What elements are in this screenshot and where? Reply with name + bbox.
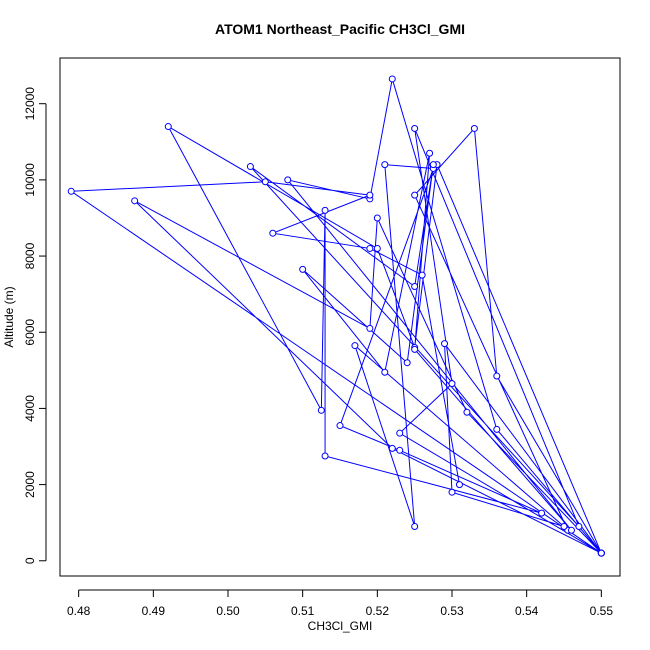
data-point [448, 380, 456, 388]
data-point [269, 229, 277, 237]
data-point [448, 488, 456, 496]
x-tick-label: 0.53 [440, 604, 464, 618]
data-point [396, 429, 404, 437]
data-point [493, 372, 501, 380]
series-line [69, 78, 603, 555]
data-point [299, 265, 307, 273]
data-point [373, 244, 381, 252]
data-point [351, 342, 359, 350]
x-axis: 0.48 0.49 0.50 0.51 0.52 0.53 0.54 0.55 [67, 589, 614, 618]
data-point [67, 187, 75, 195]
data-point [411, 191, 419, 199]
data-point [388, 444, 396, 452]
data-point [388, 75, 396, 83]
data-point [411, 522, 419, 530]
data-point [493, 425, 501, 433]
data-point [567, 526, 575, 534]
data-point [426, 149, 434, 157]
data-point [396, 446, 404, 454]
data-point [366, 191, 374, 199]
data-point [575, 522, 583, 530]
data-point [381, 368, 389, 376]
data-point [366, 244, 374, 252]
y-axis-label: Altitude (m) [2, 286, 16, 347]
y-tick-label: 8000 [23, 242, 37, 269]
data-point [131, 197, 139, 205]
x-tick-label: 0.48 [67, 604, 91, 618]
x-tick-label: 0.50 [216, 604, 240, 618]
y-tick-label: 6000 [23, 319, 37, 346]
data-point [411, 283, 419, 291]
data-point [597, 549, 605, 557]
x-tick-label: 0.55 [590, 604, 614, 618]
x-tick-label: 0.49 [142, 604, 166, 618]
x-tick-label: 0.51 [291, 604, 315, 618]
y-tick-label: 10000 [23, 163, 37, 197]
data-point [538, 509, 546, 517]
data-point [403, 359, 411, 367]
data-point [463, 408, 471, 416]
data-point [321, 206, 329, 214]
x-tick-label: 0.54 [515, 604, 539, 618]
data-point [411, 345, 419, 353]
plot-frame [59, 57, 621, 577]
series-layer [67, 75, 605, 557]
data-point [470, 124, 478, 132]
data-point [336, 422, 344, 430]
data-point [246, 163, 254, 171]
y-tick-label: 12000 [23, 87, 37, 121]
x-axis-label: CH3Cl_GMI [308, 619, 373, 633]
x-tick-label: 0.52 [366, 604, 390, 618]
data-point [560, 522, 568, 530]
data-point [441, 340, 449, 348]
data-point [366, 324, 374, 332]
y-axis: 0 2000 4000 6000 8000 10000 12000 [23, 87, 47, 564]
data-point [373, 214, 381, 222]
data-point [455, 481, 463, 489]
data-point [418, 271, 426, 279]
data-point [317, 406, 325, 414]
y-tick-label: 2000 [23, 471, 37, 498]
data-point [284, 176, 292, 184]
data-point [261, 178, 269, 186]
data-point [164, 123, 172, 131]
data-point [429, 161, 437, 169]
chart-title: ATOM1 Northeast_Pacific CH3Cl_GMI [215, 21, 465, 37]
y-tick-label: 0 [23, 557, 37, 564]
data-point [411, 124, 419, 132]
data-point [381, 161, 389, 169]
data-point [321, 452, 329, 460]
y-tick-label: 4000 [23, 395, 37, 422]
